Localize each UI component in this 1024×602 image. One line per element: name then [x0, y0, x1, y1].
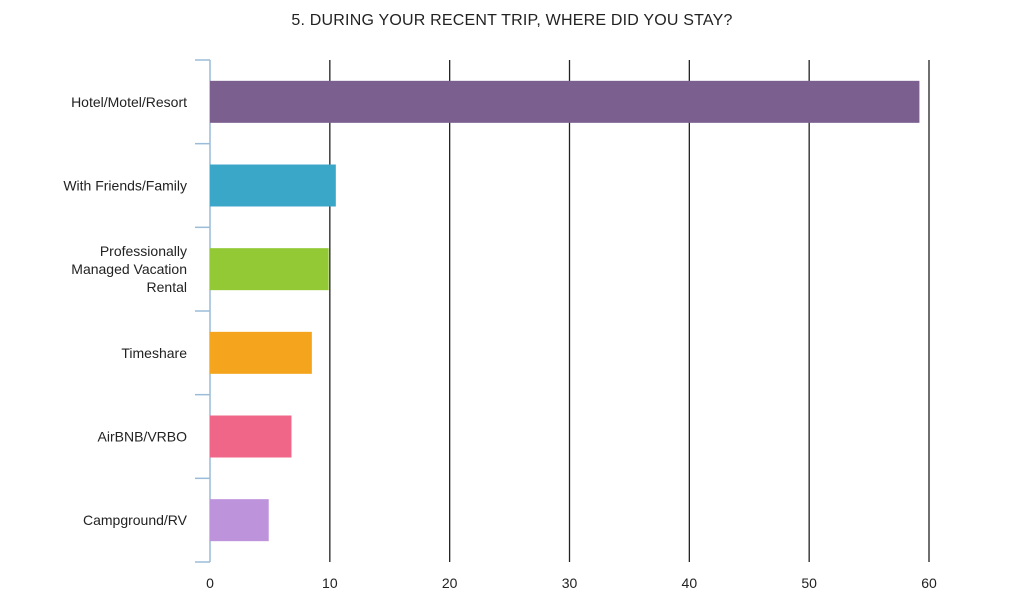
bar-0[interactable]: [210, 80, 920, 123]
x-tick-label-60: 60: [921, 575, 937, 591]
bar-5[interactable]: [210, 499, 269, 542]
category-label-5: Campground/RV: [83, 512, 188, 528]
x-tick-label-30: 30: [562, 575, 578, 591]
chart-title: 5. DURING YOUR RECENT TRIP, WHERE DID YO…: [291, 12, 733, 29]
bar-3[interactable]: [210, 331, 312, 374]
x-tick-label-40: 40: [682, 575, 698, 591]
category-labels: Hotel/Motel/Resort With Friends/Family Pro…: [63, 94, 187, 528]
gridlines: [209, 60, 930, 562]
bars: [210, 80, 920, 542]
bar-4[interactable]: [210, 415, 292, 458]
x-tick-labels: 0 10 20 30 40 50 60: [206, 575, 937, 591]
y-tick-marks: [195, 59, 210, 563]
category-label-3: Timeshare: [121, 345, 187, 361]
category-label-1: With Friends/Family: [63, 178, 187, 194]
x-tick-label-50: 50: [801, 575, 817, 591]
x-tick-label-10: 10: [322, 575, 338, 591]
category-label-0: Hotel/Motel/Resort: [71, 94, 187, 110]
x-tick-label-20: 20: [442, 575, 458, 591]
bar-1[interactable]: [210, 164, 336, 207]
category-label-2: Professionally Managed Vacation Rental: [71, 243, 187, 295]
x-tick-label-0: 0: [206, 575, 214, 591]
category-label-4: AirBNB/VRBO: [98, 429, 188, 445]
bar-2[interactable]: [210, 248, 329, 291]
